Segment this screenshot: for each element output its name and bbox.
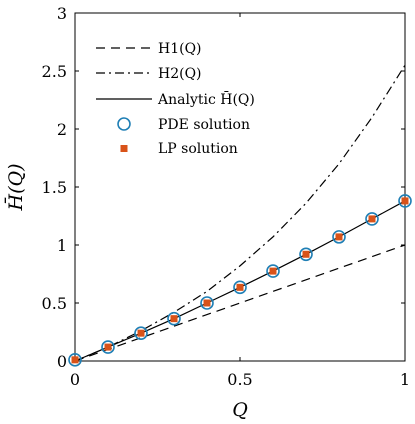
pde-point [68, 353, 82, 367]
y-tick-label: 0.5 [42, 294, 67, 313]
pde-point [101, 340, 115, 354]
lp-point [203, 299, 211, 307]
legend-label-h2: H2(Q) [158, 66, 202, 82]
plot-frame [74, 12, 406, 362]
legend-swatch-pde [117, 117, 131, 131]
y-axis-title: H̄(Q) [4, 164, 27, 212]
y-tick-label: 1 [57, 236, 67, 255]
legend-label-analytic: Analytic H̄(Q) [157, 90, 255, 108]
lp-point [401, 197, 409, 205]
lp-point [335, 233, 343, 241]
lp-point [137, 329, 145, 337]
x-axis-title: Q [232, 399, 248, 421]
pde-point [332, 230, 346, 244]
lp-point [170, 315, 178, 323]
pde-point [365, 212, 379, 226]
y-tick-label: 0 [57, 352, 67, 371]
pde-point [167, 311, 181, 326]
legend: H1(Q) H2(Q) Analytic H̄(Q) PDE solution … [96, 41, 255, 157]
plot-area [68, 64, 412, 367]
lp-point [302, 250, 310, 258]
series-line-1 [74, 64, 406, 362]
legend-swatch-lp [120, 145, 128, 152]
y-tick-label: 1.5 [42, 178, 67, 197]
lp-point [71, 356, 79, 364]
lp-point [368, 215, 376, 223]
legend-label-h1: H1(Q) [158, 41, 202, 57]
pde-point [299, 247, 313, 262]
legend-label-lp: LP solution [158, 141, 238, 157]
pde-point [266, 264, 280, 278]
ticks: 0 0.5 1 0 0.5 1 1.5 2 2.5 3 [42, 4, 411, 389]
pde-point [200, 296, 214, 310]
lp-point [236, 283, 244, 291]
series-line-0 [74, 244, 406, 362]
x-tick-label: 1 [400, 370, 410, 389]
y-tick-label: 2 [57, 120, 67, 139]
pde-point [398, 194, 412, 208]
x-tick-label: 0 [70, 370, 80, 389]
lp-point [269, 267, 277, 275]
lp-point [104, 343, 112, 351]
pde-point [134, 326, 148, 340]
y-tick-label: 2.5 [42, 62, 67, 81]
pde-point [233, 280, 247, 295]
y-tick-label: 3 [57, 4, 67, 23]
legend-label-pde: PDE solution [158, 117, 250, 133]
x-tick-label: 0.5 [227, 370, 252, 389]
